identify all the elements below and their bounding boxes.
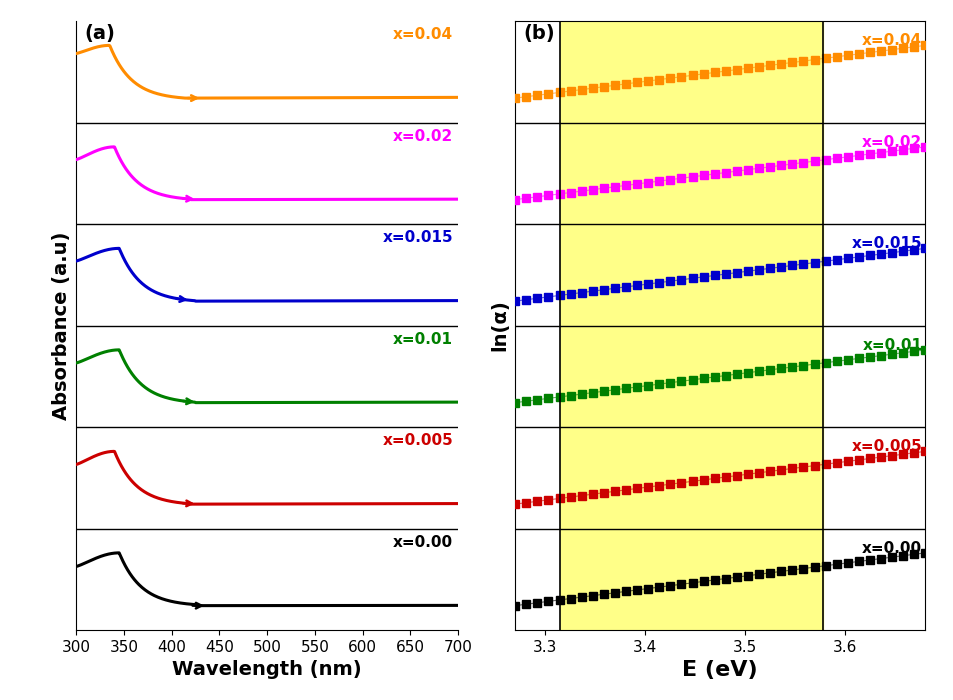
Text: x=0.04: x=0.04 — [862, 33, 922, 48]
Text: x=0.005: x=0.005 — [851, 439, 922, 454]
Text: (a): (a) — [84, 24, 114, 43]
X-axis label: E (eV): E (eV) — [681, 660, 758, 680]
Text: x=0.01: x=0.01 — [393, 332, 453, 346]
Text: (b): (b) — [523, 24, 555, 43]
Text: x=0.04: x=0.04 — [393, 27, 453, 42]
Text: x=0.005: x=0.005 — [382, 433, 453, 448]
Bar — [559, 21, 822, 630]
X-axis label: Wavelength (nm): Wavelength (nm) — [172, 660, 361, 679]
Text: x=0.00: x=0.00 — [862, 540, 922, 556]
Text: x=0.02: x=0.02 — [393, 129, 453, 144]
Text: x=0.015: x=0.015 — [382, 230, 453, 245]
Y-axis label: Absorbance (a.u): Absorbance (a.u) — [51, 231, 71, 420]
Text: x=0.02: x=0.02 — [862, 134, 922, 150]
Y-axis label: ln(α): ln(α) — [490, 300, 509, 351]
Text: x=0.00: x=0.00 — [393, 535, 453, 550]
Text: x=0.015: x=0.015 — [851, 236, 922, 251]
Text: x=0.01: x=0.01 — [862, 337, 922, 353]
